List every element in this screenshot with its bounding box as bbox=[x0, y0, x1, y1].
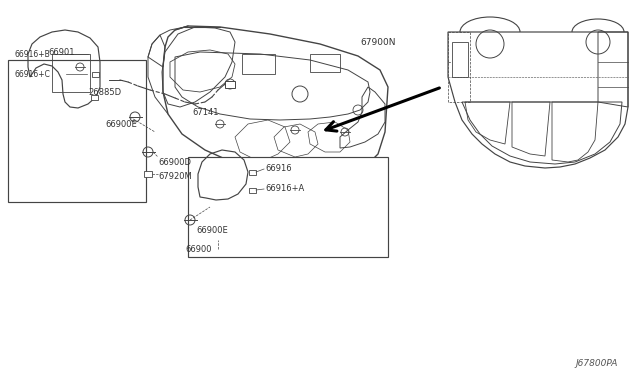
Bar bbox=[225, 80, 235, 87]
Bar bbox=[144, 171, 152, 177]
Text: 66916+B: 66916+B bbox=[14, 49, 50, 58]
Text: 66916+C: 66916+C bbox=[14, 70, 50, 78]
Text: 66900E: 66900E bbox=[105, 119, 137, 128]
Text: 26885D: 26885D bbox=[88, 87, 121, 96]
Bar bbox=[92, 71, 99, 77]
Bar bbox=[248, 187, 255, 192]
Text: 66916+A: 66916+A bbox=[265, 183, 304, 192]
Text: 66900E: 66900E bbox=[196, 225, 228, 234]
Bar bbox=[8, 60, 146, 202]
Text: 66900: 66900 bbox=[185, 244, 211, 253]
Text: 66901: 66901 bbox=[48, 48, 74, 57]
Text: 67900N: 67900N bbox=[360, 38, 396, 46]
Text: 66916: 66916 bbox=[265, 164, 292, 173]
Text: 67141: 67141 bbox=[192, 108, 218, 116]
Bar bbox=[188, 157, 388, 257]
Text: 67920M: 67920M bbox=[158, 171, 192, 180]
Bar bbox=[248, 170, 255, 174]
Text: 66900D: 66900D bbox=[158, 157, 191, 167]
Bar bbox=[90, 94, 97, 99]
Text: J67800PA: J67800PA bbox=[575, 359, 618, 369]
